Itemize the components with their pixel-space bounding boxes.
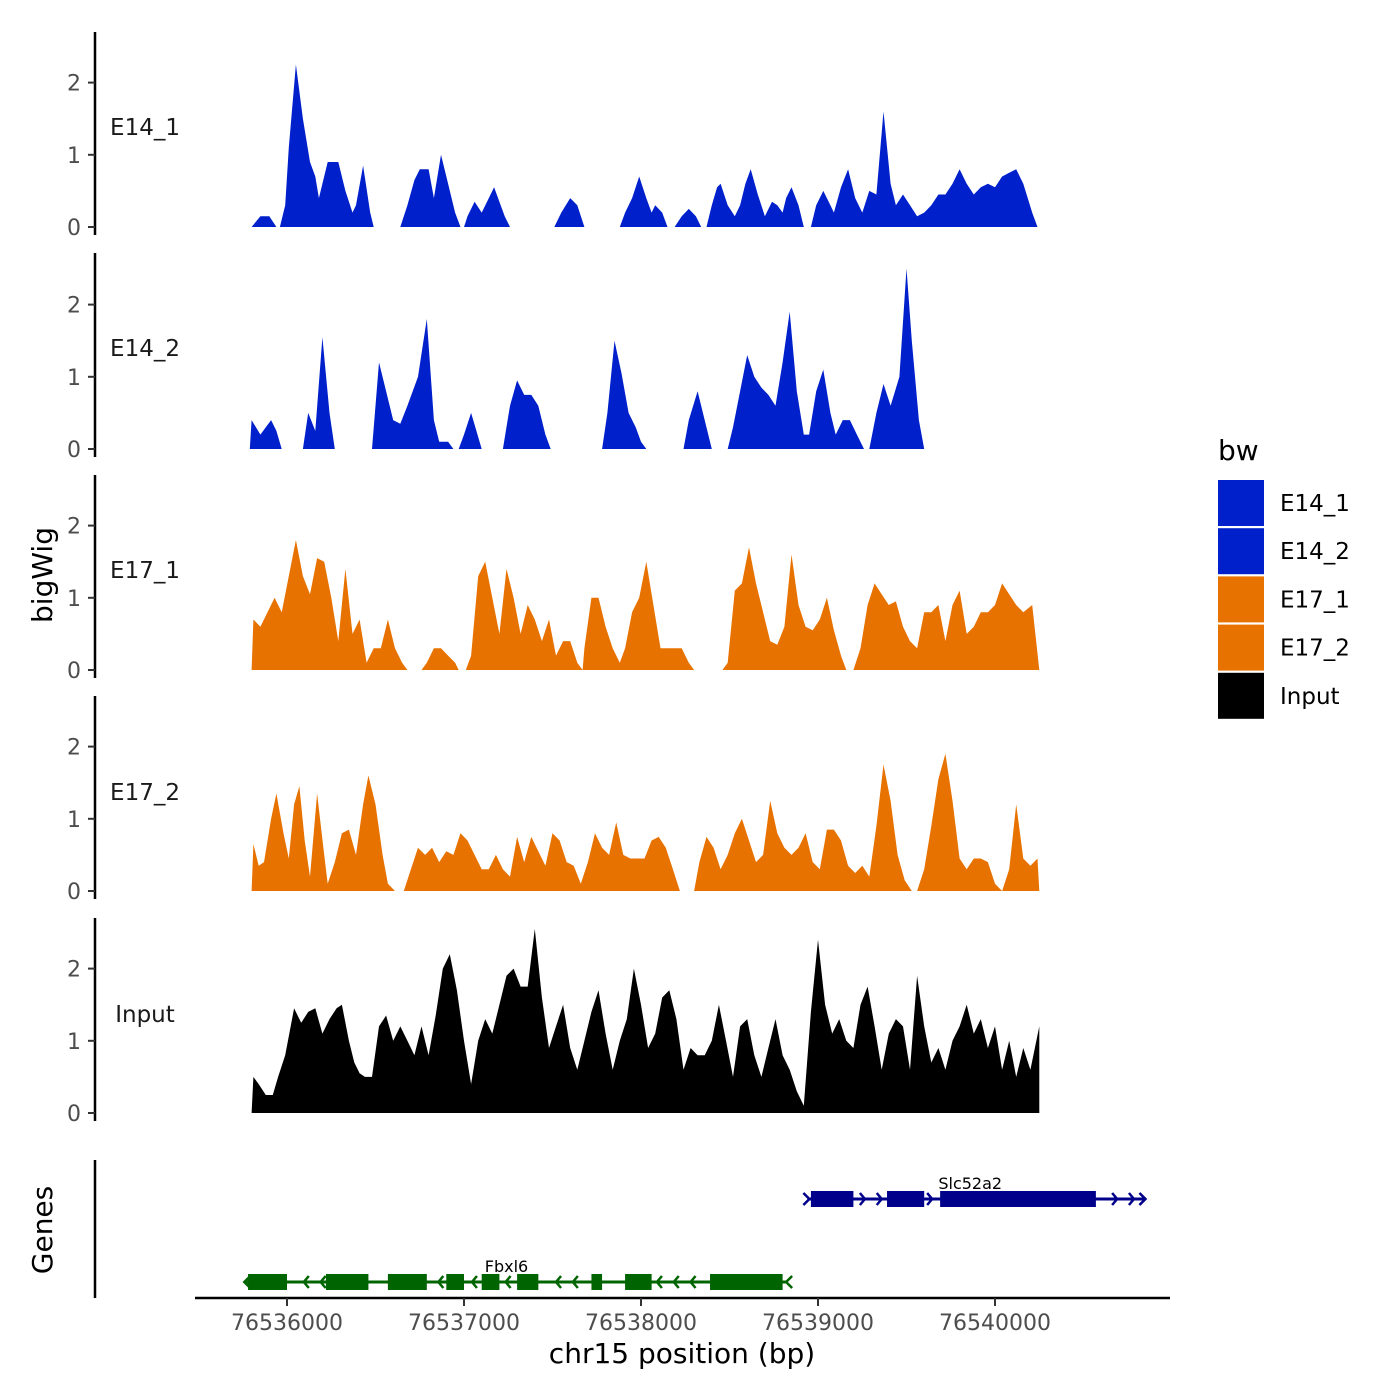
y-tick-label: 0 (67, 1102, 81, 1127)
track-input: 0 1 2 Input (67, 918, 1040, 1127)
y-tick-label: 1 (67, 808, 81, 833)
track-e14-1: 0 1 2 E14_1 (67, 32, 1038, 241)
strand-arrow (926, 1192, 934, 1206)
exon-box (940, 1191, 1096, 1207)
strand-arrow (688, 1275, 697, 1289)
x-tick-label: 76537000 (408, 1311, 520, 1336)
track-area (251, 64, 1038, 227)
strand-arrow (784, 1275, 794, 1289)
legend-swatch (1218, 672, 1264, 719)
strand-arrow (503, 1275, 512, 1289)
strand-arrow (655, 1275, 663, 1289)
legend-item-e14-1: E14_1 (1218, 480, 1350, 526)
legend-swatch (1218, 576, 1264, 623)
exon-box (887, 1191, 925, 1207)
gene-slc52a2: Slc52a2 (802, 1174, 1148, 1207)
y-tick-label: 2 (67, 294, 81, 319)
y-tick-label: 2 (67, 736, 81, 761)
genes-axis-title: Genes (26, 1186, 59, 1274)
legend-item-e14-2: E14_2 (1218, 528, 1350, 575)
gene-track: Slc52a2 Fbxl6 (93, 1160, 1148, 1298)
strand-arrow (302, 1275, 310, 1289)
track-label: Input (115, 1002, 175, 1028)
strand-arrow (1111, 1192, 1119, 1206)
y-tick-label: 2 (67, 72, 81, 97)
track-label: E14_1 (110, 115, 180, 141)
strand-arrow (319, 1275, 327, 1289)
strand-arrow (470, 1275, 478, 1289)
x-tick-label: 76540000 (939, 1311, 1051, 1336)
strand-arrow (436, 1275, 445, 1289)
legend-item-e17-2: E17_2 (1218, 624, 1350, 671)
x-tick-label: 76536000 (231, 1311, 343, 1336)
legend-label: E14_1 (1280, 491, 1350, 517)
track-area (251, 540, 1040, 670)
strand-arrow (571, 1275, 579, 1289)
legend-title: bw (1218, 434, 1259, 467)
x-axis: 76536000 76537000 76538000 76539000 76540000 (195, 1296, 1170, 1336)
exon-box (591, 1274, 603, 1290)
legend-swatch (1218, 528, 1264, 575)
y-tick-label: 0 (67, 659, 81, 684)
track-label: E14_2 (110, 336, 180, 362)
strand-arrow (802, 1192, 812, 1206)
track-label: E17_2 (110, 780, 180, 806)
legend-label: E17_2 (1280, 636, 1350, 662)
exon-box (710, 1274, 783, 1290)
legend-item-input: Input (1218, 672, 1340, 719)
track-e17-2: 0 1 2 E17_2 (67, 696, 1040, 905)
gene-fbxl6: Fbxl6 (242, 1257, 794, 1290)
y-tick-label: 1 (67, 587, 81, 612)
exon-box (248, 1274, 287, 1290)
signal-tracks: 0 1 2 E14_1 0 1 2 E14_2 0 1 2 E17_1 0 1 2 E17_2 0 1 2 Input (67, 32, 1040, 1127)
exon-box (387, 1274, 427, 1290)
track-label: E17_1 (110, 558, 180, 584)
gene-label: Fbxl6 (485, 1257, 528, 1276)
gene-label: Slc52a2 (938, 1174, 1002, 1193)
x-axis-title: chr15 position (bp) (549, 1337, 815, 1370)
exon-box (325, 1274, 369, 1290)
exon-box (517, 1274, 539, 1290)
strand-arrow (875, 1192, 884, 1206)
track-area (251, 753, 1040, 891)
legend-label: Input (1280, 684, 1340, 710)
y-tick-label: 0 (67, 216, 81, 241)
x-tick-label: 76539000 (762, 1311, 874, 1336)
legend: bw E14_1 E14_2 E17_1 E17_2 Input (1218, 434, 1350, 719)
y-tick-label: 1 (67, 1030, 81, 1055)
x-tick-label: 76538000 (585, 1311, 697, 1336)
legend-item-e17-1: E17_1 (1218, 576, 1350, 623)
track-area (249, 268, 925, 449)
legend-swatch (1218, 480, 1264, 526)
exon-box (446, 1274, 464, 1290)
exon-box (625, 1274, 652, 1290)
track-area (251, 928, 1040, 1113)
legend-label: E14_2 (1280, 539, 1350, 565)
strand-arrow (554, 1275, 563, 1289)
exon-box (810, 1191, 854, 1207)
strand-arrow (1138, 1192, 1148, 1206)
strand-arrow (672, 1275, 680, 1289)
y-tick-label: 2 (67, 515, 81, 540)
strand-arrow (1127, 1192, 1136, 1206)
y-axis-title: bigWig (26, 527, 59, 623)
legend-swatch (1218, 624, 1264, 671)
track-e14-2: 0 1 2 E14_2 (67, 253, 925, 463)
y-tick-label: 1 (67, 366, 81, 391)
y-tick-label: 2 (67, 958, 81, 983)
y-tick-label: 0 (67, 438, 81, 463)
y-tick-label: 0 (67, 880, 81, 905)
legend-label: E17_1 (1280, 587, 1350, 613)
y-tick-label: 1 (67, 144, 81, 169)
exon-box (481, 1274, 500, 1290)
strand-arrow (858, 1192, 867, 1206)
track-e17-1: 0 1 2 E17_1 (67, 475, 1040, 684)
